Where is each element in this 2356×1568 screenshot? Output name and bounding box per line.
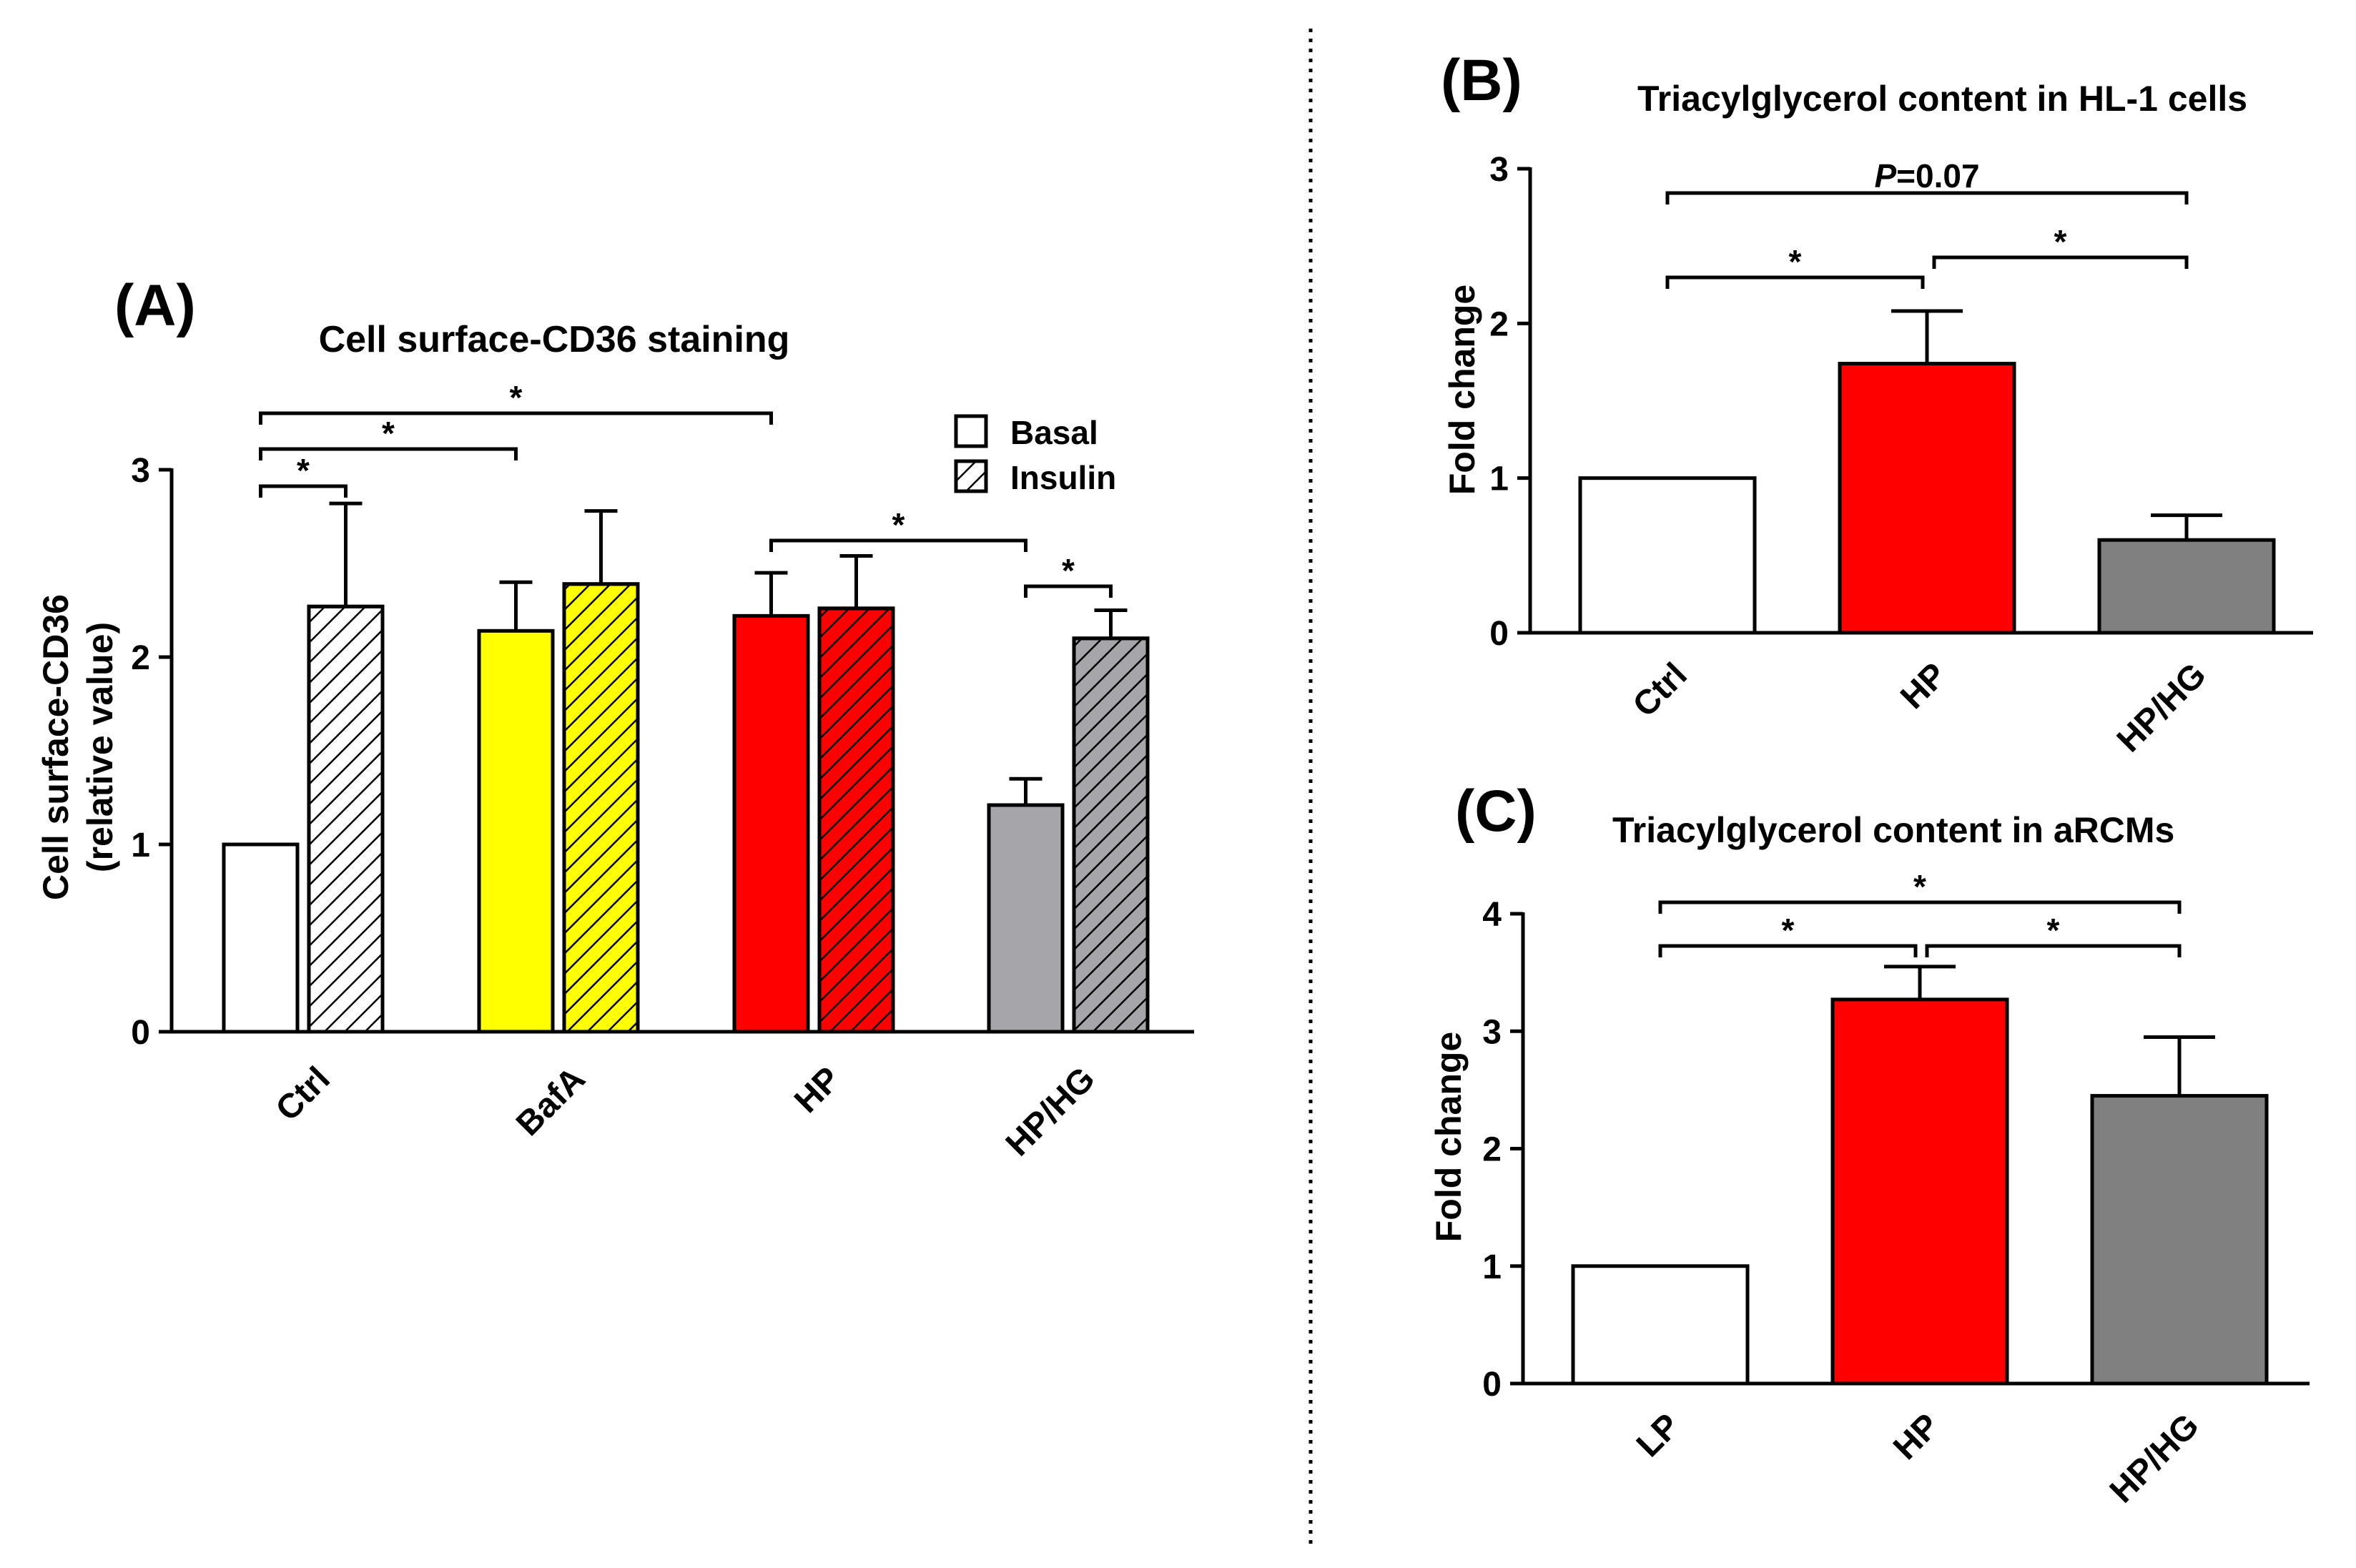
panel-b-bar-HP/HG: [2097, 538, 2276, 635]
panel-b-significance-bracket: [1665, 275, 1925, 289]
panel-c-significance-bracket: [1925, 944, 2182, 957]
legend-label-insulin: Insulin: [1010, 459, 1116, 496]
bar-Ctrl-Insulin: [307, 604, 385, 1034]
panel-a-plot: 0 1 2 3 Ctrl BafA HP HP/HG * * * * *: [131, 379, 1194, 1163]
panel-a-ylabel-line2: (relative value): [80, 622, 120, 872]
panel-b-x-label-Ctrl: Ctrl: [1626, 656, 1695, 724]
significance-bracket: [259, 447, 518, 460]
bar-BafA-Insulin: [562, 582, 640, 1034]
panel-b-ytick-label: 2: [1489, 305, 1509, 343]
panel-c-bar-LP: [1571, 1264, 1750, 1386]
panel-c-x-label-HP/HG: HP/HG: [2103, 1406, 2207, 1510]
panel-a-ytick-label: 0: [131, 1014, 150, 1052]
significance-label: *: [382, 415, 395, 452]
legend-swatch-basal: [954, 414, 988, 448]
panel-b-ylabel: Fold change: [1442, 285, 1482, 495]
panel-c-ytick-label: 2: [1482, 1131, 1502, 1169]
bar-Ctrl-Basal: [222, 842, 300, 1034]
panel-a-ytick-label: 2: [131, 639, 150, 677]
panel-c-x-label-LP: LP: [1630, 1406, 1687, 1464]
panel-c-title: Triacylglycerol content in aRCMs: [1612, 810, 2174, 850]
panel-b-significance-label: P=0.07: [1874, 157, 1979, 194]
panel-c-ytick-label: 4: [1482, 896, 1502, 934]
panel-b-x-label-HP: HP: [1893, 656, 1954, 716]
panel-b-significance-label: *: [2054, 223, 2067, 260]
panel-c-significance-label: *: [1913, 868, 1926, 905]
bar-HP/HG-Insulin: [1072, 636, 1150, 1034]
panel-c-ylabel: Fold change: [1429, 1032, 1469, 1242]
panel-a-label: (A): [114, 273, 196, 338]
significance-bracket: [1024, 584, 1113, 598]
significance-label: *: [510, 379, 523, 416]
panel-a-title: Cell surface-CD36 staining: [319, 319, 790, 360]
panel-c-label: (C): [1455, 779, 1537, 844]
x-label-HP: HP: [787, 1060, 848, 1120]
significance-bracket: [259, 411, 773, 425]
significance-label: *: [1062, 552, 1075, 589]
panel-c-ytick-label: 1: [1482, 1248, 1502, 1286]
panel-b-p-symbol: P: [1874, 157, 1896, 194]
panel-c-x-label-HP: HP: [1886, 1406, 1947, 1467]
bar-HP-Insulin: [817, 606, 895, 1034]
panel-b-title: Triacylglycerol content in HL-1 cells: [1637, 79, 2247, 119]
significance-bracket: [259, 484, 348, 498]
panel-b-bar-Ctrl: [1578, 476, 1757, 635]
panel-b-label: (B): [1441, 48, 1522, 113]
x-label-BafA: BafA: [509, 1060, 593, 1143]
bar-BafA-Basal: [477, 628, 555, 1034]
panel-a-ytick-label: 3: [131, 452, 150, 490]
legend-label-basal: Basal: [1010, 414, 1098, 451]
panel-c-significance-bracket: [1658, 944, 1918, 957]
panel-b-plot: 0 1 2 3 Ctrl HP HP/HG P=0.07 * *: [1489, 151, 2313, 759]
panel-c-plot: 0 1 2 3 4 LP HP HP/HG * * *: [1482, 868, 2310, 1510]
panel-c-bar-HP/HG: [2090, 1094, 2269, 1386]
panel-b-significance-label: *: [1789, 243, 1802, 280]
panel-b-bar-HP: [1838, 362, 2016, 635]
x-label-HP/HG: HP/HG: [999, 1060, 1103, 1163]
legend: Basal Insulin: [954, 414, 1116, 496]
panel-b-p-value: =0.07: [1896, 157, 1979, 194]
panel-c-significance-label: *: [2047, 912, 2060, 949]
panel-c-significance-label: *: [1782, 912, 1795, 949]
significance-label: *: [297, 452, 310, 489]
panel-b-ytick-label: 3: [1489, 151, 1509, 189]
panel-b-significance-bracket: [1932, 255, 2189, 269]
panel-b-ytick-label: 1: [1489, 460, 1509, 498]
panel-a-ytick-label: 1: [131, 827, 150, 864]
panel-a-ylabel-line1: Cell surface-CD36: [36, 594, 76, 900]
panel-c-bar-HP: [1830, 997, 2009, 1386]
bar-HP/HG-Basal: [987, 803, 1065, 1034]
panel-c-ytick-label: 0: [1482, 1366, 1502, 1404]
significance-label: *: [892, 506, 905, 543]
panel-b-x-label-HP/HG: HP/HG: [2110, 656, 2214, 759]
legend-swatch-insulin: [954, 459, 988, 493]
x-label-Ctrl: Ctrl: [269, 1060, 337, 1128]
significance-bracket: [769, 538, 1027, 552]
bar-HP-Basal: [732, 613, 810, 1034]
panel-b-ytick-label: 0: [1489, 615, 1509, 653]
panel-b-significance-bracket: [1665, 191, 2189, 204]
panel-c-significance-bracket: [1658, 900, 2182, 914]
panel-c-ytick-label: 3: [1482, 1013, 1502, 1051]
